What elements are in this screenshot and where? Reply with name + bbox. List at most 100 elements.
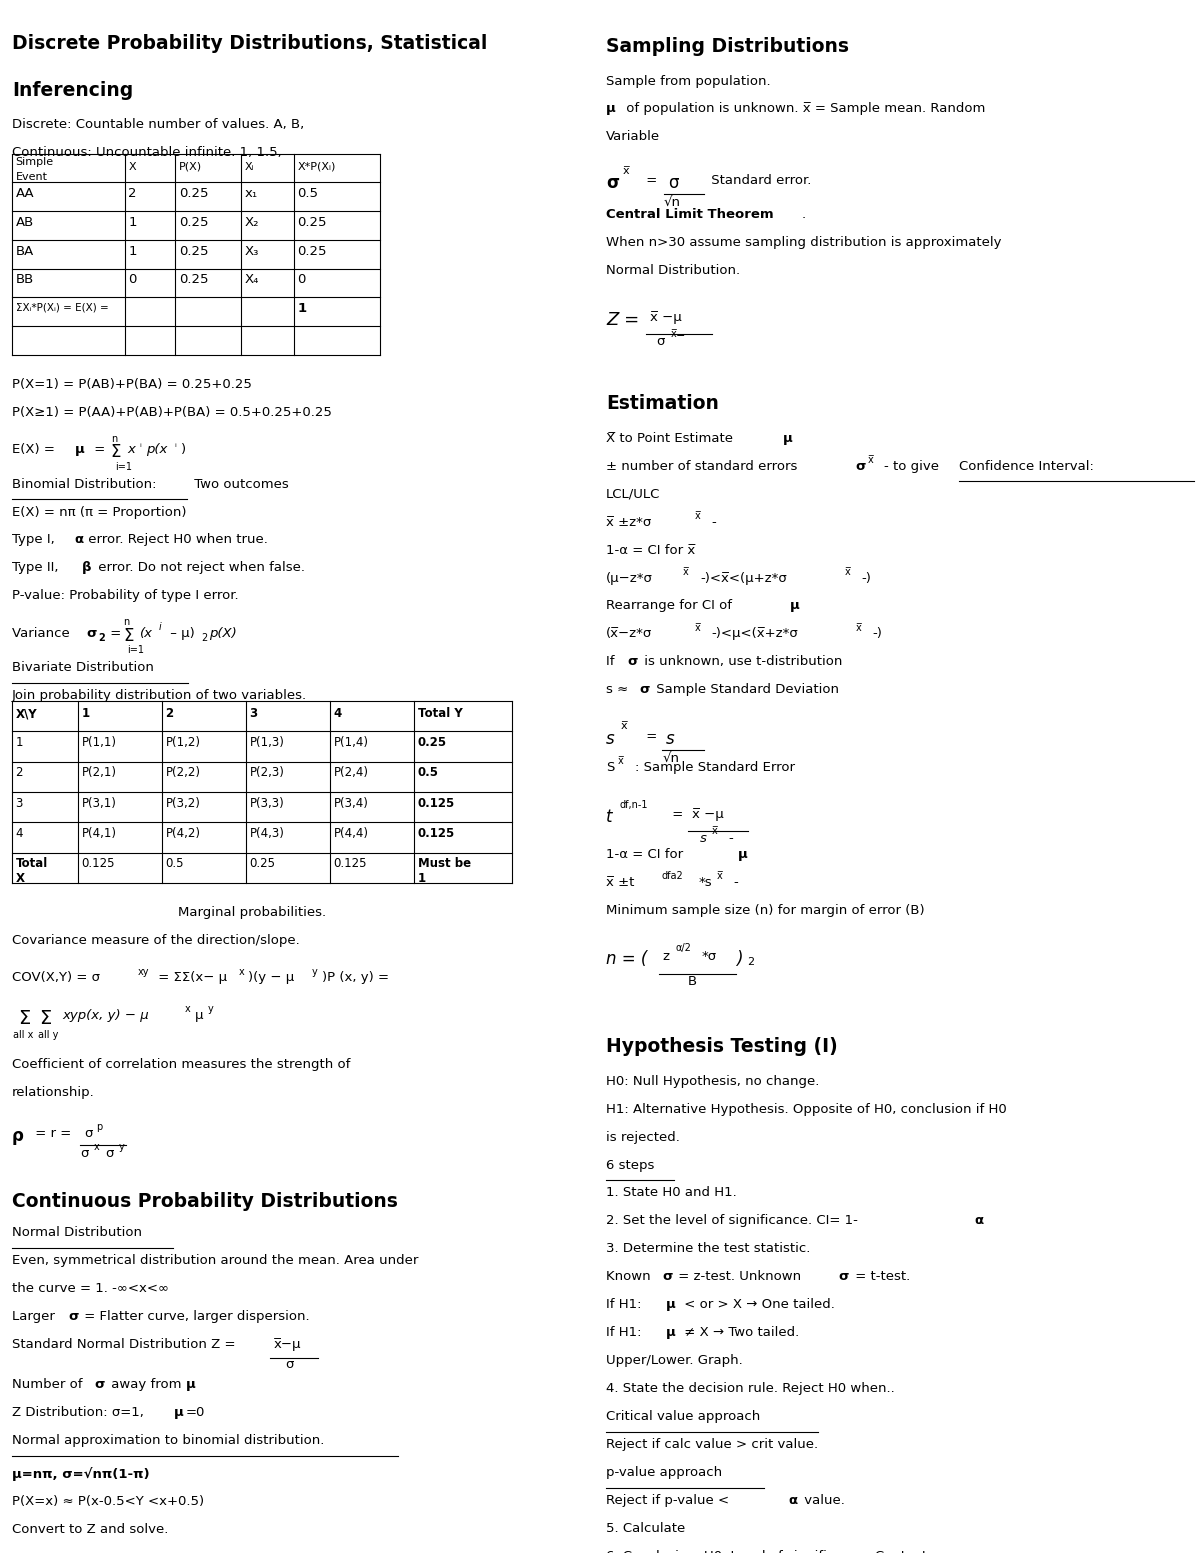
Text: x̅: x̅ xyxy=(671,329,677,339)
Text: H0: Null Hypothesis, no change.: H0: Null Hypothesis, no change. xyxy=(606,1075,820,1087)
Text: 0.5: 0.5 xyxy=(166,857,184,870)
Text: xyp(x, y) − μ: xyp(x, y) − μ xyxy=(62,1009,149,1022)
Text: x̅: x̅ xyxy=(712,826,718,836)
Text: Type I,: Type I, xyxy=(12,534,59,547)
Text: Simple: Simple xyxy=(16,157,54,166)
Text: - to give: - to give xyxy=(884,460,943,472)
Text: the curve = 1. -∞<x<∞: the curve = 1. -∞<x<∞ xyxy=(12,1283,169,1295)
Text: i=1: i=1 xyxy=(127,646,144,655)
Text: Inferencing: Inferencing xyxy=(12,81,133,99)
Text: .: . xyxy=(802,208,805,221)
Text: μ: μ xyxy=(174,1407,184,1419)
Text: X\Y: X\Y xyxy=(16,708,37,721)
Text: AA: AA xyxy=(16,188,35,200)
Text: of population is unknown. x̅ = Sample mean. Random: of population is unknown. x̅ = Sample me… xyxy=(622,102,985,115)
Text: x: x xyxy=(94,1143,100,1152)
Text: If: If xyxy=(606,655,619,668)
Text: σ: σ xyxy=(606,174,619,193)
Text: μ: μ xyxy=(738,848,748,860)
Text: P(1,2): P(1,2) xyxy=(166,736,200,749)
Text: )(y − μ: )(y − μ xyxy=(248,972,295,985)
Text: is unknown, use t-distribution: is unknown, use t-distribution xyxy=(640,655,842,668)
Text: 1: 1 xyxy=(128,216,137,228)
Text: 3. Determine the test statistic.: 3. Determine the test statistic. xyxy=(606,1242,810,1255)
Text: P(2,4): P(2,4) xyxy=(334,767,368,780)
Text: S: S xyxy=(606,761,614,773)
Text: μ: μ xyxy=(790,599,799,612)
Text: n: n xyxy=(124,618,130,627)
Text: all y: all y xyxy=(38,1031,59,1041)
Text: away from: away from xyxy=(107,1379,186,1391)
Text: error. Reject H0 when true.: error. Reject H0 when true. xyxy=(84,534,268,547)
Text: AB: AB xyxy=(16,216,34,228)
Text: Discrete Probability Distributions, Statistical: Discrete Probability Distributions, Stat… xyxy=(12,34,487,53)
Text: Σ: Σ xyxy=(18,1009,30,1028)
Text: Reject if calc value > crit value.: Reject if calc value > crit value. xyxy=(606,1438,818,1451)
Text: 0.125: 0.125 xyxy=(418,828,455,840)
Text: = z-test. Unknown: = z-test. Unknown xyxy=(674,1270,805,1283)
Text: x: x xyxy=(127,444,136,457)
Text: σ: σ xyxy=(86,627,97,640)
Text: BB: BB xyxy=(16,273,34,286)
Text: α: α xyxy=(788,1494,798,1506)
Text: X₃: X₃ xyxy=(245,245,259,258)
Text: If H1:: If H1: xyxy=(606,1326,646,1339)
Text: x₁: x₁ xyxy=(245,188,258,200)
Text: μ: μ xyxy=(606,102,616,115)
Text: P(X): P(X) xyxy=(179,162,202,171)
Text: Discrete: Countable number of values. A, B,: Discrete: Countable number of values. A,… xyxy=(12,118,305,130)
Text: x̅: x̅ xyxy=(856,623,862,632)
Text: x̅: x̅ xyxy=(716,871,722,881)
Text: P(1,1): P(1,1) xyxy=(82,736,116,749)
Text: dfa2: dfa2 xyxy=(661,871,683,881)
Text: 1-α = CI for: 1-α = CI for xyxy=(606,848,688,860)
Text: σ: σ xyxy=(839,1270,850,1283)
Text: 6 steps: 6 steps xyxy=(606,1159,654,1171)
Text: -): -) xyxy=(862,572,871,584)
Text: x̅ ±t: x̅ ±t xyxy=(606,876,635,888)
Text: ᵢ: ᵢ xyxy=(174,439,176,449)
Text: -)<x̅<(μ+z*σ: -)<x̅<(μ+z*σ xyxy=(701,572,787,584)
Text: Variable: Variable xyxy=(606,130,660,143)
Text: ): ) xyxy=(181,444,186,457)
Text: relationship.: relationship. xyxy=(12,1087,95,1100)
Text: Larger: Larger xyxy=(12,1311,59,1323)
Text: Normal Distribution.: Normal Distribution. xyxy=(606,264,740,276)
Text: σ: σ xyxy=(640,683,650,696)
Text: is rejected.: is rejected. xyxy=(606,1131,680,1143)
Text: = Flatter curve, larger dispersion.: = Flatter curve, larger dispersion. xyxy=(80,1311,310,1323)
Text: 3: 3 xyxy=(16,797,23,809)
Text: p-value approach: p-value approach xyxy=(606,1466,722,1478)
Text: x̅: x̅ xyxy=(868,455,874,464)
Text: P(4,1): P(4,1) xyxy=(82,828,116,840)
Text: =: = xyxy=(90,444,109,457)
Text: 0.25: 0.25 xyxy=(179,188,209,200)
Text: Confidence Interval:: Confidence Interval: xyxy=(959,460,1093,472)
Text: =: = xyxy=(106,627,125,640)
Text: Estimation: Estimation xyxy=(606,394,719,413)
Text: P(4,4): P(4,4) xyxy=(334,828,368,840)
Text: α: α xyxy=(974,1214,984,1227)
Text: 1: 1 xyxy=(298,303,307,315)
Text: 2. Set the level of significance. CI= 1-: 2. Set the level of significance. CI= 1- xyxy=(606,1214,858,1227)
Text: β: β xyxy=(82,562,91,575)
Text: Central Limit Theorem: Central Limit Theorem xyxy=(606,208,774,221)
Text: 1: 1 xyxy=(16,736,23,749)
Text: x̅ −μ: x̅ −μ xyxy=(650,311,682,323)
Text: x: x xyxy=(239,968,245,977)
Text: (μ−z*σ: (μ−z*σ xyxy=(606,572,653,584)
Text: 0.25: 0.25 xyxy=(179,273,209,286)
Text: 0: 0 xyxy=(128,273,137,286)
Text: ρ: ρ xyxy=(12,1127,24,1145)
Text: =0: =0 xyxy=(186,1407,205,1419)
Text: y: y xyxy=(119,1143,125,1152)
Text: 0.5: 0.5 xyxy=(418,767,439,780)
Text: μ: μ xyxy=(186,1379,196,1391)
Text: Known: Known xyxy=(606,1270,655,1283)
Text: P(X≥1) = P(AA)+P(AB)+P(BA) = 0.5+0.25+0.25: P(X≥1) = P(AA)+P(AB)+P(BA) = 0.5+0.25+0.… xyxy=(12,407,332,419)
Text: LCL/ULC: LCL/ULC xyxy=(606,488,660,500)
Text: 1: 1 xyxy=(128,245,137,258)
Text: x̅ ±z*σ: x̅ ±z*σ xyxy=(606,516,652,528)
Text: t: t xyxy=(606,808,612,826)
Text: 2: 2 xyxy=(166,708,174,721)
